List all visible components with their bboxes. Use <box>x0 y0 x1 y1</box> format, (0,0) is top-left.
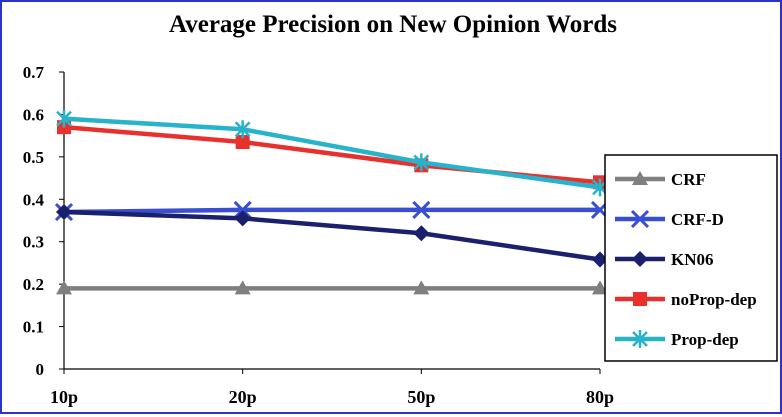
data-point <box>234 210 251 227</box>
data-point <box>413 153 430 172</box>
legend-label: KN06 <box>671 250 714 269</box>
legend-marker <box>632 251 648 267</box>
y-tick-label: 0.2 <box>23 275 44 294</box>
line-chart: Average Precision on New Opinion Words 0… <box>23 11 778 407</box>
data-point <box>233 200 252 219</box>
x-tick-label: 80p <box>586 387 614 407</box>
data-point <box>413 280 430 295</box>
data-point <box>592 251 608 268</box>
data-point <box>412 200 431 219</box>
y-tick-label: 0 <box>36 360 45 379</box>
data-point <box>413 225 430 242</box>
data-point <box>234 120 251 139</box>
data-point <box>56 280 72 295</box>
series-crf <box>56 280 608 295</box>
legend-marker <box>630 209 650 229</box>
data-point <box>235 135 250 150</box>
data-point <box>56 109 72 128</box>
axes: 0 0.1 0.2 0.3 0.4 0.5 0.6 0.7 10p 20p 50p 80p <box>23 63 614 407</box>
legend-marker <box>632 330 648 348</box>
y-tick-label: 0.5 <box>23 148 44 167</box>
x-tick-label: 10p <box>50 387 78 407</box>
legend-item: CRF-D <box>615 209 724 229</box>
legend-label: noProp-dep <box>671 290 757 309</box>
y-tick-label: 0.7 <box>23 63 45 82</box>
legend-item: CRF <box>615 170 706 189</box>
legend-label: CRF-D <box>671 210 724 229</box>
data-point <box>234 280 251 295</box>
legend-item: noProp-dep <box>615 290 757 309</box>
legend-marker <box>633 292 647 306</box>
y-tick-label: 0.4 <box>23 190 45 209</box>
series-crf-d <box>54 200 610 222</box>
legend: CRF CRF-D KN06 noProp-dep Prop-dep <box>604 154 778 362</box>
data-point <box>592 280 608 295</box>
y-tick-label: 0.1 <box>23 318 44 337</box>
data-point <box>56 204 72 221</box>
legend-label: Prop-dep <box>671 330 739 349</box>
legend-item: KN06 <box>615 250 714 269</box>
chart-title: Average Precision on New Opinion Words <box>169 11 617 38</box>
legend-item: Prop-dep <box>615 330 739 349</box>
series-kn06 <box>56 204 608 268</box>
series-line <box>63 209 601 262</box>
legend-label: CRF <box>671 170 706 189</box>
series-line <box>63 116 601 190</box>
series-prop-dep <box>56 109 608 197</box>
series-layer <box>54 109 610 295</box>
x-tick-label: 50p <box>407 387 435 407</box>
x-tick-label: 20p <box>229 387 257 407</box>
y-tick-label: 0.6 <box>23 105 44 124</box>
y-tick-label: 0.3 <box>23 233 44 252</box>
series-line <box>63 207 600 215</box>
legend-marker <box>632 171 648 185</box>
